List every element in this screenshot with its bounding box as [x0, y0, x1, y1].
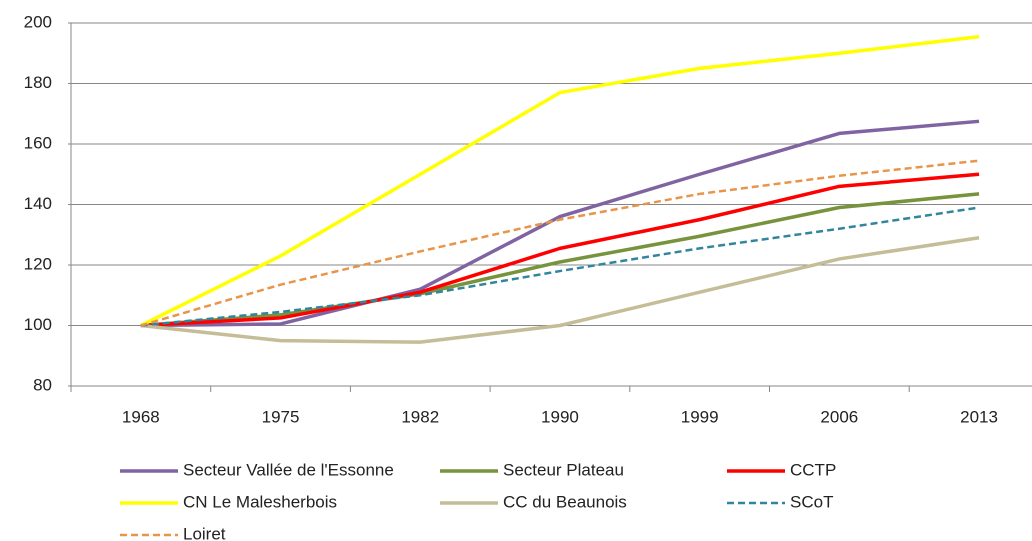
series-line — [140, 206, 980, 327]
series-line — [140, 172, 980, 328]
legend-label: CCTP — [790, 460, 836, 479]
x-tick-label: 1999 — [681, 407, 719, 426]
x-tick-label: 2006 — [820, 407, 858, 426]
series-line — [140, 119, 980, 328]
legend-label: CC du Beaunois — [503, 492, 627, 511]
y-tick-label: 100 — [24, 315, 52, 334]
legend-label: Secteur Vallée de l'Essonne — [183, 460, 394, 479]
x-tick-label: 1975 — [262, 407, 300, 426]
series-line — [140, 236, 980, 344]
y-tick-label: 160 — [24, 133, 52, 152]
y-tick-label: 140 — [24, 194, 52, 213]
y-tick-label: 180 — [24, 73, 52, 92]
y-tick-label: 120 — [24, 254, 52, 273]
legend-label: Loiret — [183, 524, 226, 541]
legend-label: Secteur Plateau — [503, 460, 624, 479]
x-tick-label: 1990 — [541, 407, 579, 426]
x-tick-label: 2013 — [960, 407, 998, 426]
x-tick-label: 1982 — [401, 407, 439, 426]
y-tick-label: 200 — [24, 12, 52, 31]
series-line — [140, 159, 980, 327]
legend-label: CN Le Malesherbois — [183, 492, 337, 511]
x-tick-label: 1968 — [122, 407, 160, 426]
series-line — [140, 34, 980, 328]
y-tick-label: 80 — [33, 375, 52, 394]
legend-label: SCoT — [790, 492, 833, 511]
series-line — [140, 192, 980, 328]
